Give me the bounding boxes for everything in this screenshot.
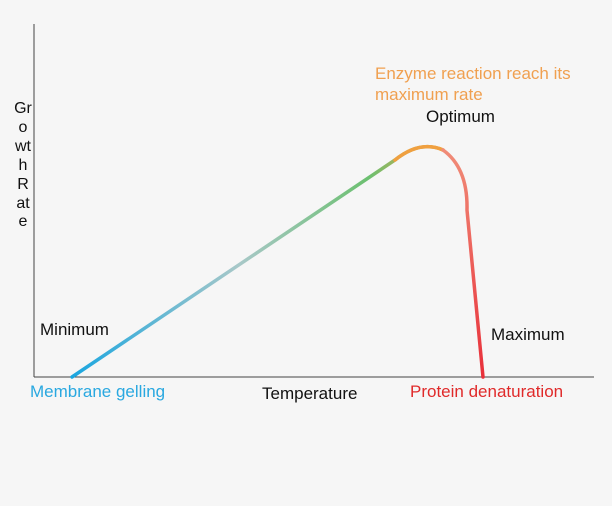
x-axis-label: Temperature [262,384,358,403]
maximum-label: Maximum [491,325,565,344]
y-axis-label: GrowthRate [14,100,32,231]
growth-curve-peak [393,144,445,162]
growth-curve-rise [70,144,445,379]
protein-denaturation-label: Protein denaturation [410,382,564,401]
optimum-label: Optimum [426,107,495,126]
minimum-label: Minimum [40,320,109,339]
growth-curve-fall [441,148,485,379]
optimum-note: Enzyme reaction reach its maximum rate [375,64,571,104]
membrane-gelling-label: Membrane gelling [30,382,166,401]
